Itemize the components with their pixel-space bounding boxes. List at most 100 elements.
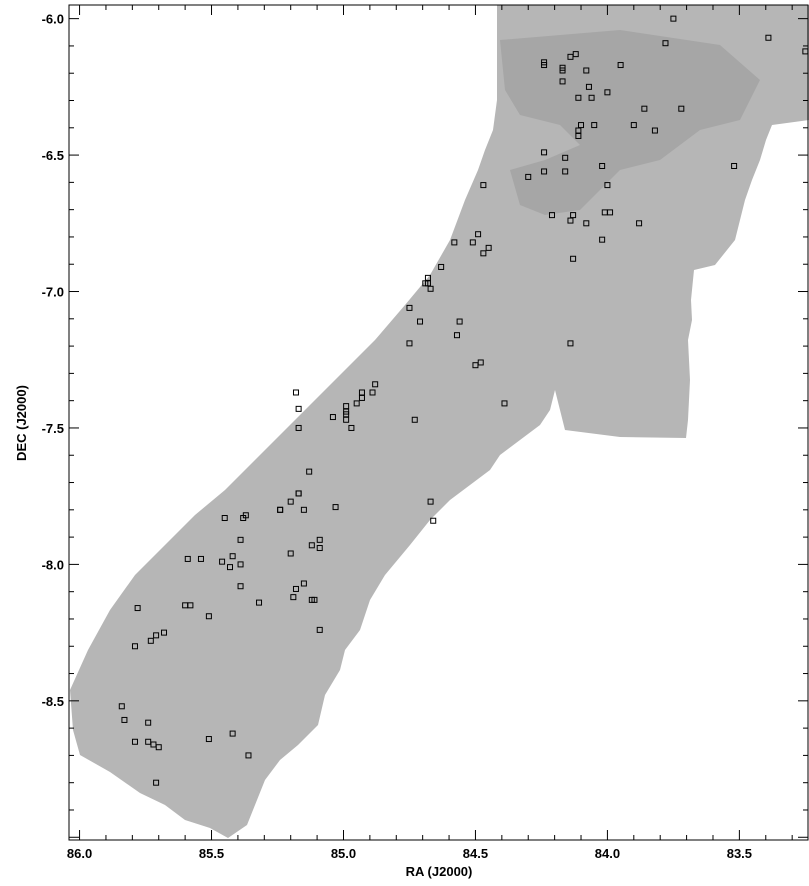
source-marker (343, 416, 350, 423)
source-marker (245, 752, 252, 759)
source-marker (604, 89, 611, 96)
source-marker (570, 255, 577, 262)
source-marker (427, 285, 434, 292)
source-marker (604, 182, 611, 189)
mosaic-footprint (70, 5, 809, 838)
source-marker (237, 536, 244, 543)
source-marker (292, 389, 299, 396)
source-marker (308, 596, 315, 603)
source-marker (155, 744, 162, 751)
source-marker (607, 209, 614, 216)
source-marker (229, 553, 236, 560)
source-marker (765, 34, 772, 41)
y-tick-label: -8.0 (42, 557, 64, 572)
source-marker (219, 558, 226, 565)
x-tick-label: 86.0 (67, 846, 92, 861)
source-marker (287, 498, 294, 505)
source-marker (332, 504, 339, 511)
source-marker (451, 239, 458, 246)
source-marker (583, 67, 590, 74)
x-axis-title: RA (J2000) (406, 864, 473, 879)
source-marker (237, 561, 244, 568)
source-marker (562, 168, 569, 175)
source-marker (161, 629, 168, 636)
source-marker (205, 613, 212, 620)
source-marker (353, 400, 360, 407)
source-marker (678, 105, 685, 112)
source-marker (541, 62, 548, 69)
source-marker (430, 517, 437, 524)
source-marker (121, 716, 128, 723)
source-marker (591, 122, 598, 129)
source-marker (118, 703, 125, 710)
source-marker (453, 332, 460, 339)
source-marker (295, 424, 302, 431)
x-tick-label: 84.0 (595, 846, 620, 861)
y-tick-label: -7.0 (42, 285, 64, 300)
y-tick-label: -8.5 (42, 694, 64, 709)
source-marker (316, 545, 323, 552)
y-tick-label: -6.0 (42, 12, 64, 27)
source-marker (548, 212, 555, 219)
source-marker (417, 318, 424, 325)
y-tick-label: -7.5 (42, 421, 64, 436)
source-marker (316, 536, 323, 543)
source-marker (438, 263, 445, 270)
source-marker (651, 127, 658, 134)
source-marker (559, 67, 566, 74)
x-tick-label: 85.5 (199, 846, 224, 861)
source-marker (617, 62, 624, 69)
x-axis: 86.0 85.5 85.0 84.5 84.0 83.5 (67, 5, 793, 861)
x-tick-label: 85.0 (331, 846, 356, 861)
y-axis-title: DEC (J2000) (14, 385, 29, 461)
source-marker (559, 78, 566, 85)
source-marker (221, 515, 228, 522)
source-marker (240, 515, 247, 522)
source-marker (147, 637, 154, 644)
source-marker (485, 244, 492, 251)
source-marker (599, 236, 606, 243)
source-marker (153, 779, 160, 786)
source-marker (562, 154, 569, 161)
source-marker (588, 94, 595, 101)
source-marker (567, 217, 574, 224)
source-marker (256, 599, 263, 606)
source-marker (290, 594, 297, 601)
source-marker (480, 250, 487, 257)
source-marker (306, 468, 313, 475)
source-marker (295, 405, 302, 412)
source-marker (145, 719, 152, 726)
source-marker (229, 730, 236, 737)
source-marker (636, 220, 643, 227)
source-marker (456, 318, 463, 325)
x-tick-label: 84.5 (463, 846, 488, 861)
source-marker (308, 542, 315, 549)
source-markers (118, 15, 809, 786)
source-marker (662, 40, 669, 47)
plot-frame (68, 4, 809, 841)
source-marker (369, 389, 376, 396)
source-marker (480, 182, 487, 189)
source-marker (292, 585, 299, 592)
source-marker (348, 424, 355, 431)
y-axis: -6.0 -6.5 -7.0 -7.5 -8.0 -8.5 (42, 12, 808, 838)
source-marker (406, 304, 413, 311)
source-marker (295, 490, 302, 497)
source-marker (131, 738, 138, 745)
source-marker (541, 168, 548, 175)
source-marker (187, 602, 194, 609)
source-marker (585, 83, 592, 90)
source-marker (153, 632, 160, 639)
source-marker (641, 105, 648, 112)
source-marker (329, 414, 336, 421)
source-marker (197, 555, 204, 562)
source-marker (131, 643, 138, 650)
source-marker (358, 394, 365, 401)
source-marker (583, 220, 590, 227)
x-tick-label: 83.5 (727, 846, 752, 861)
source-marker (427, 498, 434, 505)
source-marker (572, 51, 579, 58)
source-marker (134, 605, 141, 612)
source-marker (472, 362, 479, 369)
